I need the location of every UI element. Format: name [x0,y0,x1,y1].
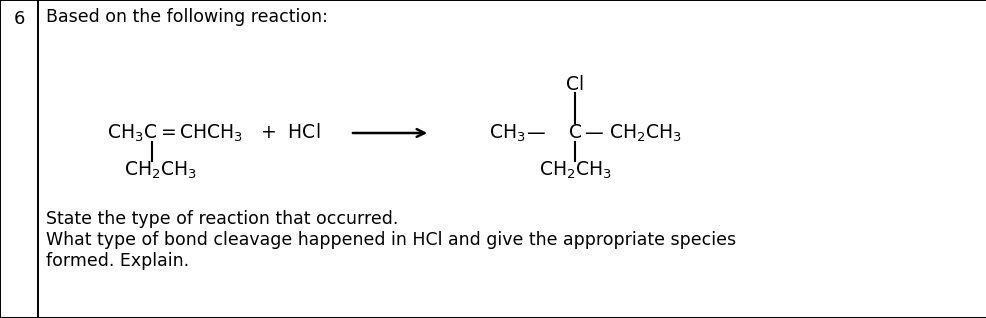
Text: $\mathregular{+\ \ HCl}$: $\mathregular{+\ \ HCl}$ [259,123,319,142]
Text: —: — [526,123,543,142]
Text: Based on the following reaction:: Based on the following reaction: [46,8,327,26]
Text: $\mathregular{CH_2CH_3}$: $\mathregular{CH_2CH_3}$ [123,159,196,181]
Text: $\mathregular{CH_2CH_3}$: $\mathregular{CH_2CH_3}$ [538,159,611,181]
Text: $\mathregular{CH_3}$: $\mathregular{CH_3}$ [488,122,525,144]
Text: C: C [568,123,581,142]
Text: Cl: Cl [565,74,584,93]
Text: $\mathregular{CH_3C{=}CHCH_3}$: $\mathregular{CH_3C{=}CHCH_3}$ [106,122,243,144]
Text: —: — [583,123,601,142]
Text: $\mathregular{CH_2CH_3}$: $\mathregular{CH_2CH_3}$ [608,122,680,144]
Text: What type of bond cleavage happened in HCl and give the appropriate species: What type of bond cleavage happened in H… [46,231,736,249]
Text: 6: 6 [13,10,25,28]
Text: State the type of reaction that occurred.: State the type of reaction that occurred… [46,210,398,228]
Text: formed. Explain.: formed. Explain. [46,252,189,270]
